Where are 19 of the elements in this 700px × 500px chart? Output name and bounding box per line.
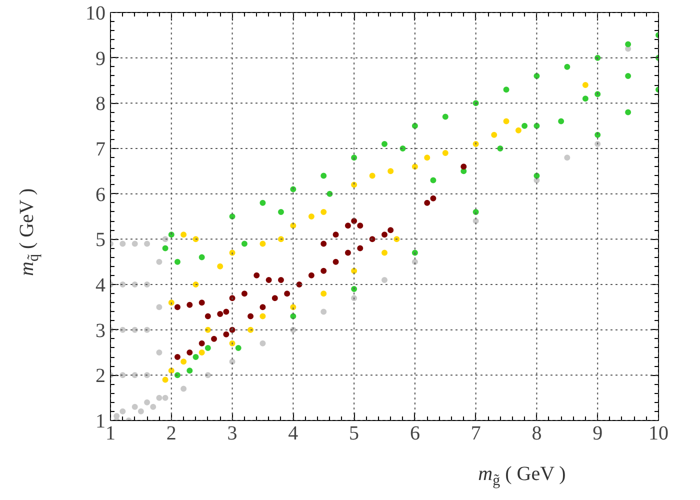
x-tick-label: 7 — [470, 422, 481, 444]
x-tick-label: 5 — [349, 422, 360, 444]
y-tick-label: 6 — [96, 184, 106, 206]
x-tick-label: 3 — [227, 422, 238, 444]
y-tick-label: 4 — [96, 274, 106, 296]
x-tick-label: 9 — [592, 422, 603, 444]
x-tick-label: 8 — [532, 422, 542, 444]
y-tick-label: 7 — [96, 138, 106, 160]
y-tick-label: 5 — [96, 229, 106, 252]
y-tick-label: 9 — [96, 48, 106, 70]
x-tick-label: 6 — [410, 422, 420, 444]
y-tick-label: 3 — [96, 320, 106, 342]
y-tick-label: 8 — [96, 93, 106, 116]
x-tick-label: 10 — [648, 422, 668, 444]
x-tick-label: 2 — [166, 422, 176, 444]
y-tick-label: 10 — [86, 2, 106, 24]
x-tick-label: 4 — [288, 422, 298, 444]
x-axis-title: m$_{g̃}$ ( GeV ) — [478, 462, 566, 491]
y-tick-label: 2 — [96, 365, 106, 388]
